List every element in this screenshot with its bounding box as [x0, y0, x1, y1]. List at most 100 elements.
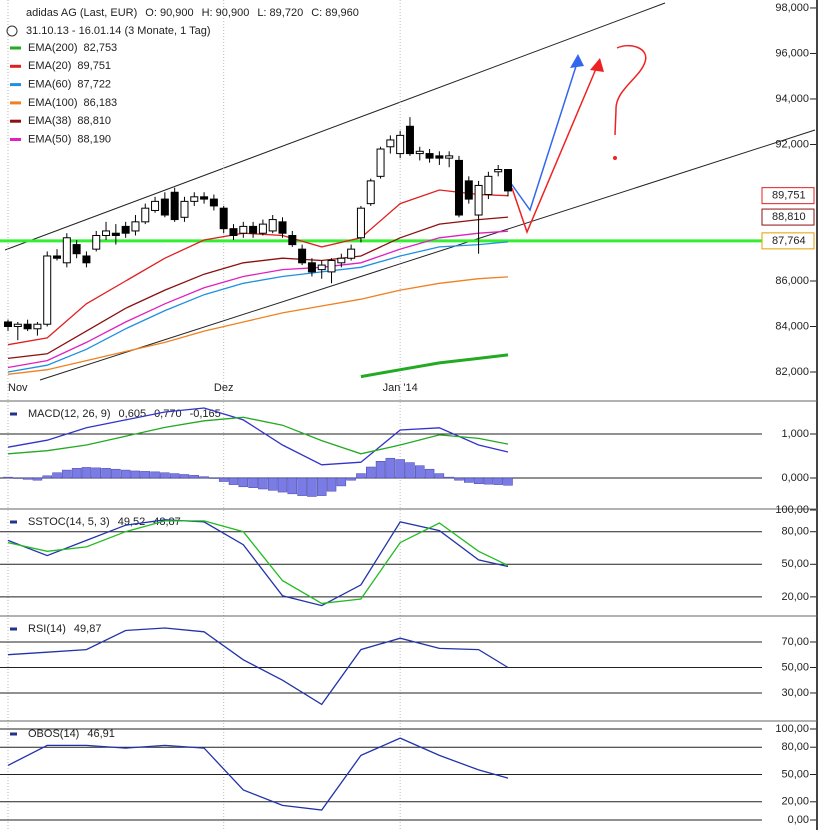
candle-body: [474, 184, 483, 216]
histogram-bar: [169, 473, 180, 479]
arrowhead-blue: [570, 54, 584, 68]
candle-body: [53, 255, 62, 259]
histogram-bar: [199, 476, 209, 479]
drawn-arrow-red: [511, 63, 599, 235]
histogram-bar: [336, 477, 347, 487]
x-tick-label: Jan '14: [383, 382, 418, 394]
panel-title: MACD(12, 26, 9): [28, 408, 111, 420]
histogram-bar: [464, 477, 474, 483]
series-line: [7, 276, 509, 375]
histogram-bar: [228, 477, 239, 485]
candle-body: [298, 248, 307, 264]
histogram-bar: [493, 477, 503, 485]
candle-body: [317, 264, 326, 271]
y-tick-label: 98,000: [775, 2, 809, 14]
price-label-box: [761, 208, 815, 226]
x-tick-label: Nov: [8, 382, 28, 394]
y-tick-label: 50,00: [781, 661, 809, 673]
histogram-bar: [3, 476, 13, 479]
y-tick-label: 30,00: [781, 687, 809, 699]
candle-body: [396, 134, 405, 155]
legend-value: 48,87: [153, 516, 181, 528]
legend-name: EMA(100): [28, 97, 78, 109]
y-tick-label: 82,000: [775, 366, 809, 378]
series-line: [7, 241, 509, 373]
histogram-bar: [375, 461, 386, 479]
histogram-bar: [22, 477, 33, 480]
candle-body: [504, 169, 512, 192]
candle-body: [337, 257, 346, 264]
histogram-bar: [444, 476, 454, 479]
candle-body: [209, 198, 218, 207]
histogram-bar: [385, 457, 396, 479]
candle-body: [415, 150, 424, 155]
level-label-box: [761, 232, 815, 250]
question-mark: [614, 44, 647, 136]
candle-body: [239, 225, 248, 234]
y-tick-label: 100,00: [775, 504, 809, 516]
candle-body: [376, 148, 385, 177]
channel-upper: [4, 2, 666, 251]
legend-value: 82,753: [84, 42, 118, 54]
price-label: 88,810: [772, 211, 806, 223]
y-tick-label: 92,000: [775, 138, 809, 150]
candle-body: [4, 321, 12, 328]
histogram-bar: [356, 473, 366, 479]
histogram-bar: [42, 475, 52, 479]
price-label: 89,751: [772, 190, 806, 202]
histogram-bar: [160, 472, 170, 479]
histogram-bar: [218, 477, 229, 482]
level-label: 87,764: [772, 235, 806, 247]
y-tick-label: 1,000: [781, 428, 809, 440]
y-tick-label: 80,00: [781, 741, 809, 753]
y-tick-label: 20,00: [781, 796, 809, 808]
candle-body: [92, 234, 101, 250]
histogram-bar: [365, 466, 376, 479]
histogram-bar: [209, 477, 219, 479]
candle-body: [190, 196, 199, 202]
histogram-bar: [62, 469, 72, 479]
series-line: [360, 353, 509, 379]
ohlc-label: O: 90,900: [145, 7, 193, 19]
histogram-bar: [238, 477, 249, 488]
histogram-bar: [150, 471, 160, 479]
legend-value: 89,751: [77, 60, 111, 72]
question-dot: [613, 156, 617, 160]
histogram-bar: [454, 477, 464, 481]
histogram-bar: [52, 472, 62, 479]
candle-body: [121, 225, 130, 234]
legend-value: 49,87: [74, 623, 102, 635]
candle-body: [356, 207, 365, 239]
histogram-bar: [91, 467, 101, 479]
histogram-bar: [32, 477, 43, 481]
x-tick-label: Dez: [214, 382, 234, 394]
y-tick-label: 50,00: [781, 558, 809, 570]
candle-body: [386, 139, 395, 148]
y-tick-label: 94,000: [775, 93, 809, 105]
histogram-bar: [179, 474, 190, 479]
histogram-bar: [258, 477, 268, 490]
candle-body: [13, 323, 22, 328]
histogram-bar: [130, 470, 141, 479]
candle-body: [62, 237, 71, 264]
y-tick-label: 80,00: [781, 526, 809, 538]
histogram-bar: [120, 469, 131, 479]
panel-title: OBOS(14): [28, 728, 79, 740]
legend-value: -0,165: [190, 408, 221, 420]
arrowhead-red: [590, 58, 604, 72]
candle-body: [141, 207, 150, 223]
candle-body: [43, 255, 52, 325]
legend-value: 88,810: [77, 115, 111, 127]
candle-body: [307, 262, 316, 273]
y-tick-label: 0,000: [781, 472, 809, 484]
histogram-bar: [307, 477, 317, 497]
candle-body: [425, 153, 434, 159]
candle-body: [484, 175, 493, 196]
candle-body: [249, 225, 258, 234]
chart-title: adidas AG (Last, EUR): [26, 7, 137, 19]
ohlc-label: H: 90,900: [202, 7, 250, 19]
histogram-bar: [267, 477, 278, 491]
histogram-bar: [81, 467, 92, 479]
